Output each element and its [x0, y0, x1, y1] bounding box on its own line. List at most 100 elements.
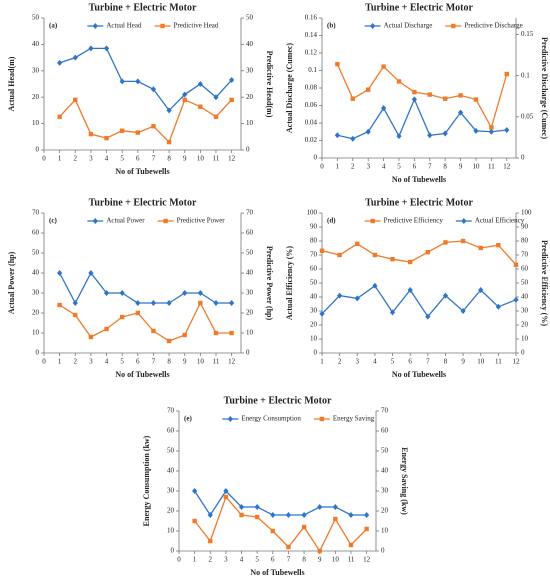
series-line [59, 301, 232, 342]
y2-tick-label: 70 [521, 251, 529, 259]
marker [286, 544, 291, 550]
y2-tick-label: 50 [381, 447, 389, 455]
marker [348, 512, 354, 518]
x-tick-label: 2 [74, 155, 78, 163]
x-tick-label: 12 [228, 155, 236, 163]
legend-marker [319, 416, 325, 422]
marker [442, 292, 449, 299]
y2-tick-label: 20 [246, 93, 254, 101]
marker [337, 252, 342, 258]
y-tick-label: 70 [310, 251, 318, 259]
marker [88, 45, 94, 52]
y-tick-label: 60 [167, 427, 175, 435]
marker [333, 516, 338, 522]
x-tick-label: 6 [271, 556, 275, 564]
marker [166, 139, 172, 145]
marker [319, 248, 325, 253]
chart-panel: Turbine + Electric Motor0102030405060700… [142, 395, 409, 577]
y-tick-label: 30 [167, 487, 175, 495]
chart-title: Turbine + Electric Motor [365, 2, 473, 13]
y2-tick-label: 60 [246, 229, 254, 237]
x-tick-label: 7 [287, 556, 291, 564]
marker [513, 262, 519, 267]
marker [135, 310, 141, 316]
y2-axis-title: Predictive Head(m) [265, 51, 274, 118]
x-tick-label: 4 [105, 155, 109, 163]
y-tick-label: 0.08 [305, 84, 318, 92]
x-tick-label: 3 [89, 358, 93, 366]
marker [412, 89, 417, 95]
x-tick-label: 1 [58, 358, 62, 366]
marker [350, 96, 355, 101]
marker [229, 97, 234, 103]
marker [495, 303, 501, 310]
y2-tick-label: 40 [381, 467, 389, 475]
marker [119, 290, 125, 296]
series-line [336, 63, 508, 130]
x-tick-label: 2 [338, 358, 342, 366]
x-tick-label: 4 [105, 358, 109, 366]
panel-label: (e) [184, 415, 192, 423]
y2-tick-label: 30 [521, 307, 529, 315]
marker [229, 300, 235, 306]
x-axis-title: No of Tubewells [250, 568, 304, 577]
series-line [194, 495, 368, 553]
y2-tick-label: 50 [246, 249, 254, 257]
legend-label: Actual Head [106, 22, 142, 30]
marker [319, 310, 325, 317]
x-tick-label: 4 [240, 556, 244, 564]
marker [332, 504, 338, 510]
marker [254, 504, 260, 510]
x-tick-label: 3 [366, 163, 370, 171]
x-tick-label: 8 [443, 163, 447, 171]
series-line [321, 284, 517, 318]
x-tick-label: 6 [136, 155, 140, 163]
x-tick-label: 6 [136, 358, 140, 366]
chart-panel: Turbine + Electric Motor 0 0.02 0.04 0.06 0.0… [285, 2, 549, 184]
x-tick-label: 0 [42, 155, 46, 163]
y2-tick-label: 80 [521, 237, 529, 245]
y2-tick-label: 0.15 [521, 30, 534, 38]
legend-marker [163, 218, 168, 224]
marker [197, 290, 203, 296]
x-tick-label: 0 [177, 556, 181, 564]
y2-tick-label: 10 [246, 119, 254, 127]
y-tick-label: 70 [32, 209, 40, 217]
marker [150, 300, 157, 306]
x-tick-label: 5 [391, 358, 395, 366]
y2-tick-label: 70 [381, 407, 389, 415]
marker [213, 114, 219, 119]
y2-tick-label: 0 [246, 349, 250, 357]
y-tick-label: 70 [167, 407, 175, 415]
marker [396, 79, 402, 84]
x-tick-label: 6 [408, 358, 412, 366]
marker [213, 300, 219, 306]
legend-label: Predictive Head [174, 22, 219, 30]
y-axis-title: Energy Consumption (kw) [142, 435, 151, 526]
legend-marker [92, 23, 98, 29]
marker [254, 514, 260, 520]
panel-label: (a) [49, 22, 58, 30]
legend-marker [451, 23, 456, 29]
y-tick-label: 90 [310, 223, 318, 231]
y2-tick-label: 50 [246, 14, 254, 22]
y-tick-label: 0.14 [305, 31, 318, 39]
marker [72, 300, 78, 306]
chart-panel: Turbine + Electric Motor0102030405001020… [7, 2, 274, 176]
marker [198, 300, 203, 306]
series-line [337, 97, 507, 140]
marker [337, 292, 343, 299]
x-tick-label: 8 [167, 155, 171, 163]
y2-axis-title: Predictive Efficiency (%) [540, 240, 549, 326]
marker [407, 287, 413, 293]
marker [458, 93, 463, 98]
marker [443, 240, 448, 245]
marker [442, 96, 448, 101]
marker [213, 330, 219, 336]
x-tick-label: 6 [413, 163, 417, 171]
series-line [194, 489, 367, 517]
marker [104, 326, 109, 332]
x-tick-label: 1 [58, 155, 62, 163]
marker [182, 97, 187, 103]
